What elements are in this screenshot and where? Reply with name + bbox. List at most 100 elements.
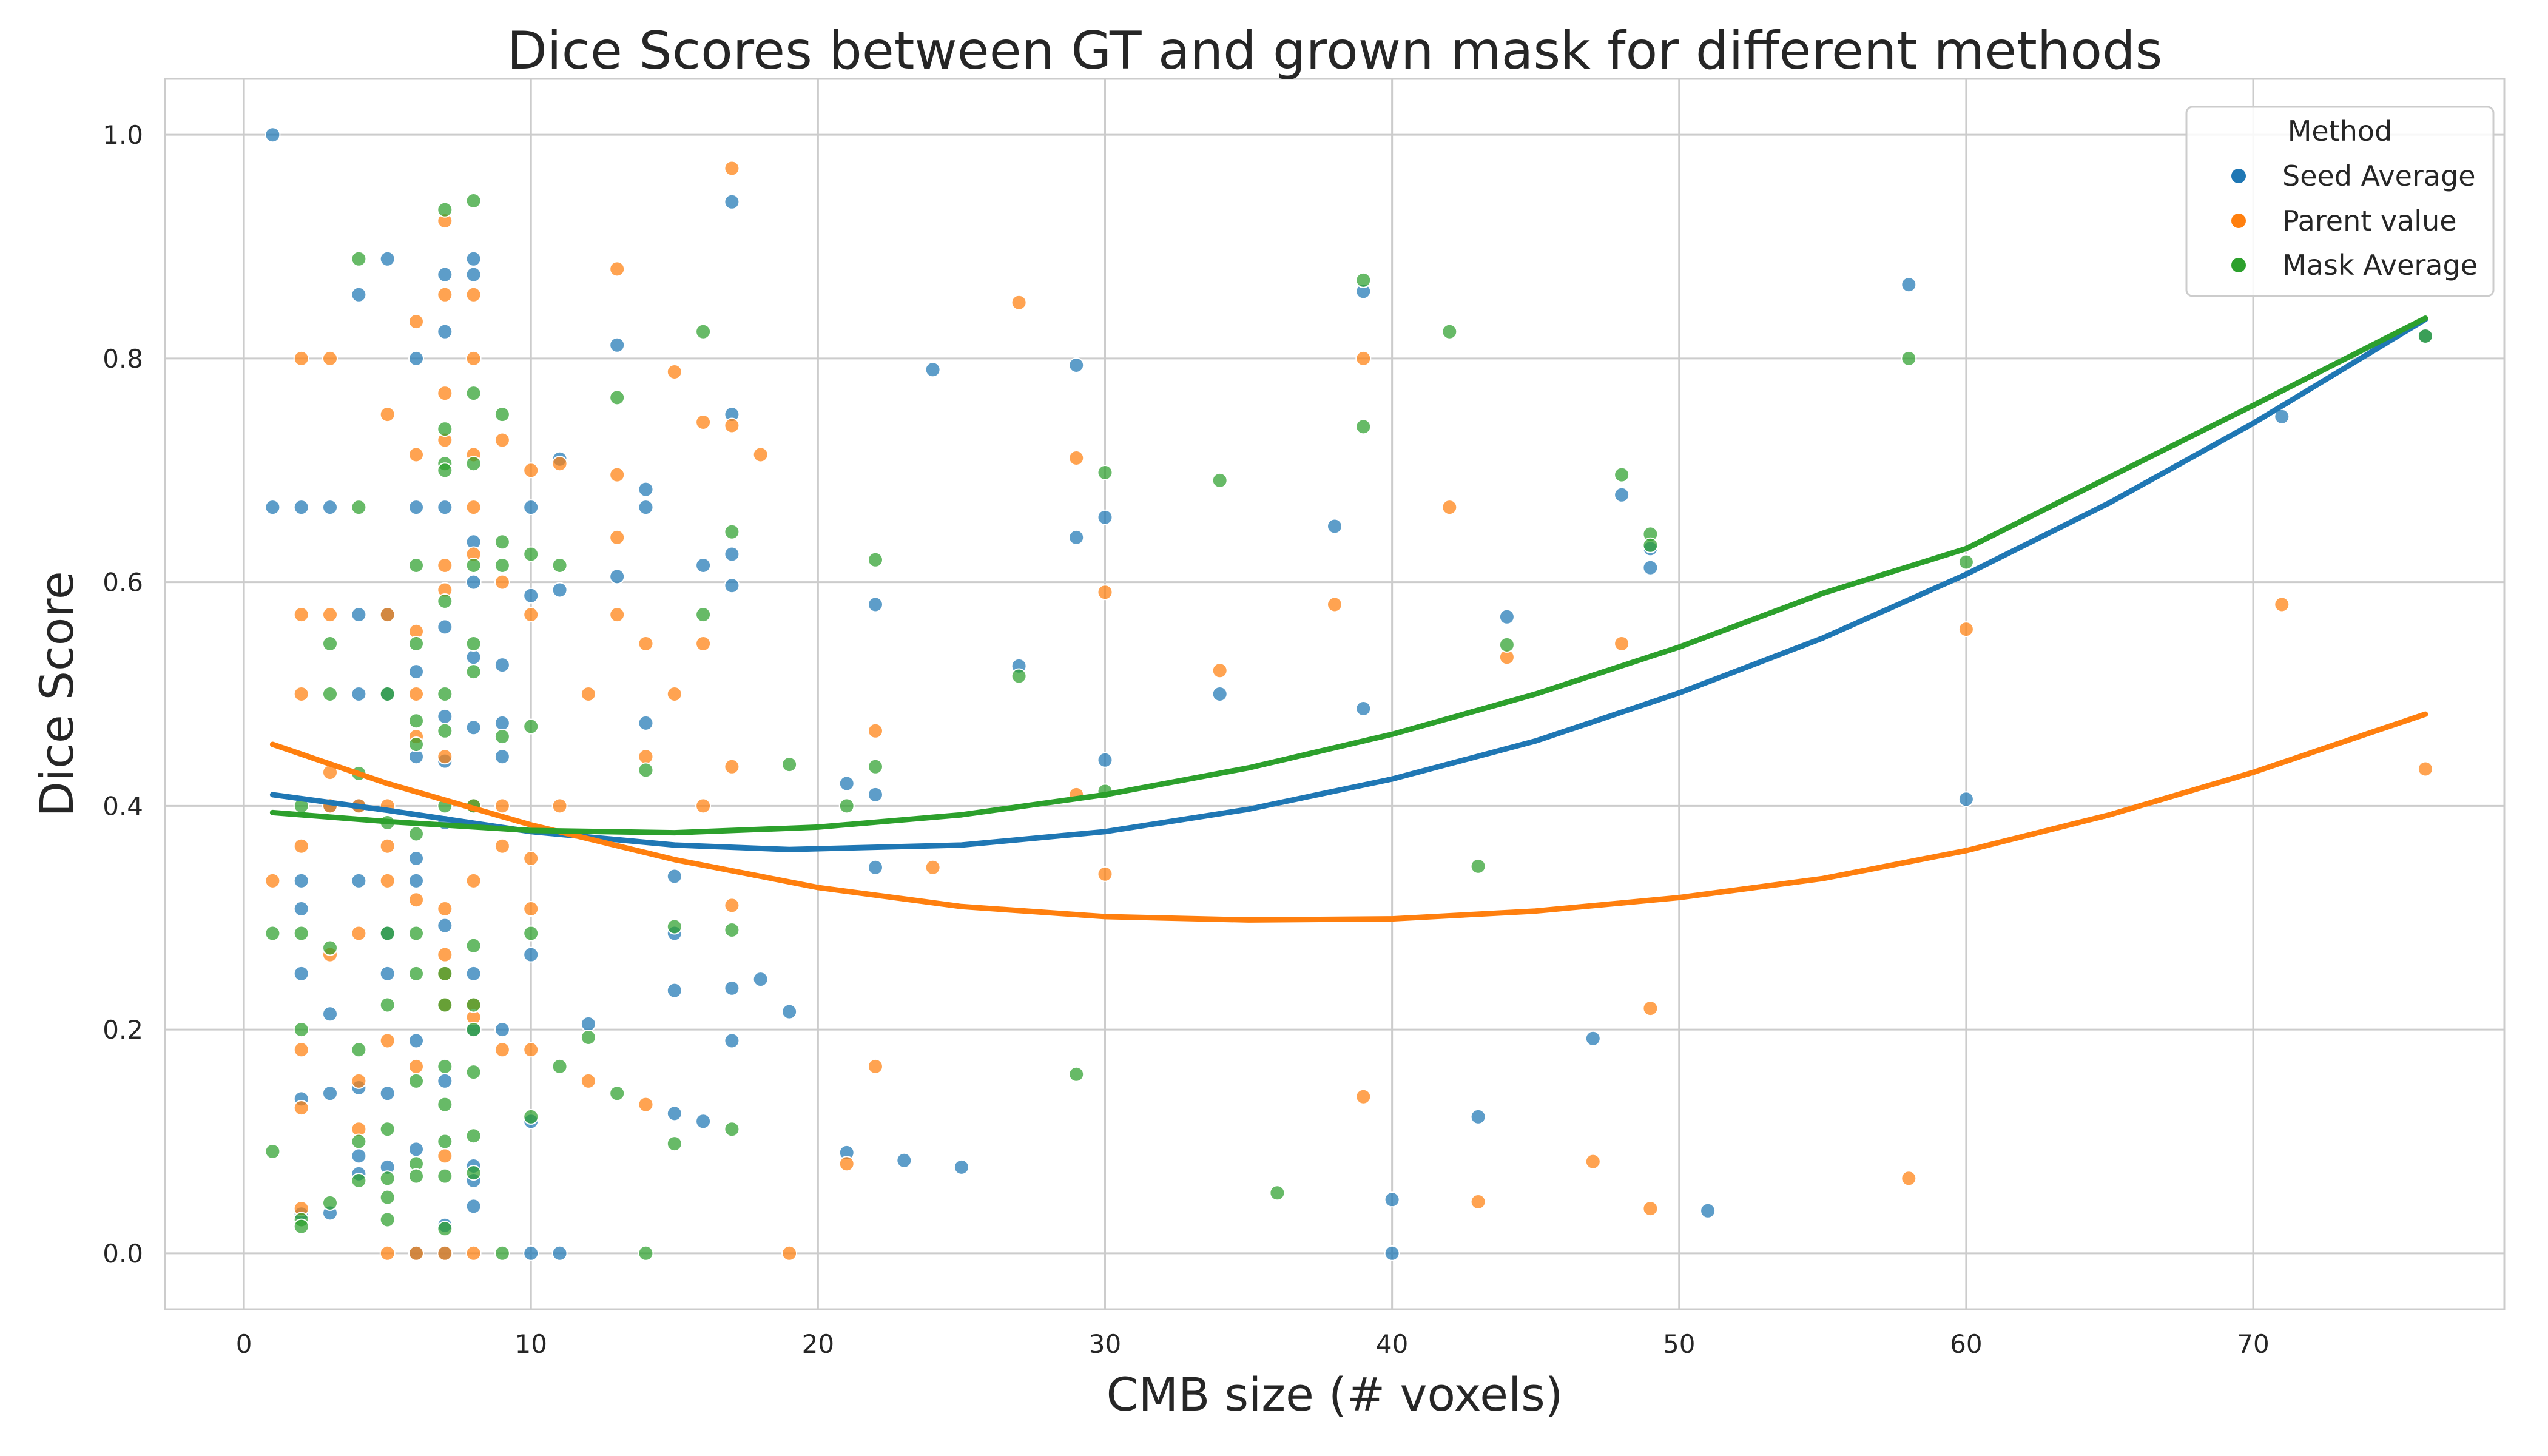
data-point xyxy=(265,925,281,942)
data-point xyxy=(322,1006,338,1022)
data-point xyxy=(293,607,309,623)
data-point xyxy=(1355,419,1372,435)
data-point xyxy=(322,607,338,623)
data-point xyxy=(408,664,424,680)
data-point xyxy=(1355,272,1372,288)
data-point xyxy=(437,201,453,218)
data-point xyxy=(465,251,482,267)
data-point xyxy=(465,649,482,666)
data-point xyxy=(437,558,453,573)
data-point xyxy=(408,736,424,752)
data-point xyxy=(724,1033,740,1049)
data-point xyxy=(1958,791,1974,807)
y-tick-label: 0.4 xyxy=(103,791,143,821)
data-point xyxy=(1384,1191,1400,1208)
data-point xyxy=(666,686,682,702)
data-point xyxy=(638,762,654,778)
data-point xyxy=(838,1156,855,1172)
data-point xyxy=(523,462,539,479)
data-point xyxy=(1585,1153,1601,1170)
data-point xyxy=(408,1245,424,1261)
data-point xyxy=(1958,621,1974,638)
data-point xyxy=(465,1022,482,1038)
plot-frame xyxy=(164,78,2506,1310)
data-point xyxy=(494,749,510,765)
data-point xyxy=(580,1030,596,1045)
data-point xyxy=(465,266,482,283)
data-point xyxy=(408,314,424,330)
data-point xyxy=(1011,668,1027,684)
data-point xyxy=(1470,1108,1486,1125)
data-point xyxy=(465,286,482,303)
data-point xyxy=(293,872,309,889)
data-point xyxy=(1901,277,1917,293)
data-point xyxy=(1097,866,1113,882)
data-point xyxy=(609,529,625,545)
data-point xyxy=(2417,761,2433,777)
data-point xyxy=(437,1058,453,1074)
data-point xyxy=(1212,686,1228,702)
data-point xyxy=(1470,858,1486,874)
data-point xyxy=(293,965,309,982)
data-point xyxy=(351,1073,367,1089)
data-point xyxy=(609,389,625,406)
data-point xyxy=(322,1085,338,1102)
data-point xyxy=(1097,465,1113,480)
data-point xyxy=(437,323,453,340)
data-point xyxy=(437,385,453,402)
data-point xyxy=(523,1108,539,1125)
data-point xyxy=(408,713,424,729)
trend-line-parent-value xyxy=(269,711,2428,923)
data-point xyxy=(1498,636,1515,653)
data-point xyxy=(1384,1245,1400,1261)
data-point xyxy=(437,901,453,917)
data-point xyxy=(1700,1202,1716,1219)
data-point xyxy=(1441,323,1458,340)
data-point xyxy=(2274,408,2290,425)
data-point xyxy=(379,1033,396,1049)
data-point xyxy=(293,925,309,942)
data-point xyxy=(609,1085,625,1102)
trend-lines xyxy=(269,315,2428,923)
data-point xyxy=(465,1165,482,1181)
data-point xyxy=(293,838,309,854)
data-point xyxy=(724,578,740,594)
data-point xyxy=(609,607,625,623)
data-point xyxy=(1097,584,1113,601)
data-point xyxy=(379,406,396,423)
data-point xyxy=(1068,529,1085,545)
data-point xyxy=(379,607,396,623)
x-tick-label: 70 xyxy=(2237,1329,2269,1359)
data-point xyxy=(523,1042,539,1058)
data-point xyxy=(293,1218,309,1235)
data-point xyxy=(724,897,740,914)
data-point xyxy=(1011,294,1027,311)
data-point xyxy=(465,558,482,573)
data-point xyxy=(838,798,855,814)
data-point xyxy=(465,1245,482,1261)
data-point xyxy=(1642,559,1659,576)
data-point xyxy=(437,686,453,702)
x-tick-label: 60 xyxy=(1950,1329,1982,1359)
data-point xyxy=(322,940,338,956)
data-point xyxy=(437,462,453,479)
data-point xyxy=(609,568,625,585)
data-point xyxy=(523,851,539,866)
data-point xyxy=(695,558,712,573)
data-point xyxy=(868,859,883,875)
data-point xyxy=(638,481,654,497)
data-point xyxy=(638,749,654,765)
x-tick-label: 10 xyxy=(515,1329,547,1359)
data-point xyxy=(437,1148,453,1164)
data-point xyxy=(379,1189,396,1205)
data-point xyxy=(351,1148,367,1164)
data-point xyxy=(1355,701,1372,716)
data-point xyxy=(494,558,510,573)
data-point xyxy=(1355,350,1372,366)
data-point xyxy=(523,607,539,623)
data-point xyxy=(494,1022,510,1038)
data-point xyxy=(408,447,424,463)
data-point xyxy=(293,1100,309,1116)
data-point xyxy=(724,160,740,177)
data-point xyxy=(437,593,453,609)
